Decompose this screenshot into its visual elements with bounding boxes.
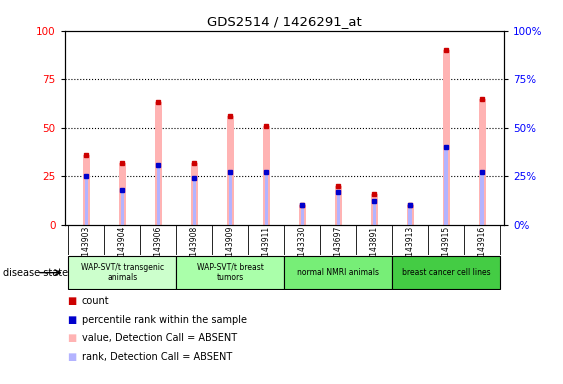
Text: percentile rank within the sample: percentile rank within the sample [82, 315, 247, 325]
Text: GSM143916: GSM143916 [478, 225, 487, 272]
Text: GSM143913: GSM143913 [406, 225, 415, 272]
Bar [479, 99, 485, 225]
Text: ■: ■ [68, 315, 77, 325]
Bar [407, 205, 414, 225]
Bar [299, 205, 306, 225]
Bar [409, 205, 412, 225]
Text: GSM143904: GSM143904 [118, 225, 127, 272]
Text: ■: ■ [68, 333, 77, 343]
Text: disease state: disease state [3, 268, 68, 278]
Text: GSM143891: GSM143891 [370, 225, 379, 272]
Text: GSM143909: GSM143909 [226, 225, 235, 272]
Text: GSM143330: GSM143330 [298, 225, 307, 272]
Text: GSM143697: GSM143697 [334, 225, 343, 272]
Text: normal NMRI animals: normal NMRI animals [297, 268, 379, 277]
Text: GSM143915: GSM143915 [442, 225, 451, 272]
Bar [155, 103, 162, 225]
Bar [120, 190, 124, 225]
FancyBboxPatch shape [68, 256, 176, 289]
Text: breast cancer cell lines: breast cancer cell lines [402, 268, 490, 277]
FancyBboxPatch shape [284, 256, 392, 289]
Text: GSM143903: GSM143903 [82, 225, 91, 272]
Bar [480, 172, 484, 225]
Bar [337, 192, 340, 225]
Text: WAP-SVT/t breast
tumors: WAP-SVT/t breast tumors [197, 263, 263, 282]
Bar [373, 201, 376, 225]
Text: GSM143906: GSM143906 [154, 225, 163, 272]
Bar [265, 172, 268, 225]
Bar [157, 164, 160, 225]
Bar [335, 186, 342, 225]
Bar [443, 50, 449, 225]
Text: WAP-SVT/t transgenic
animals: WAP-SVT/t transgenic animals [81, 263, 164, 282]
Text: rank, Detection Call = ABSENT: rank, Detection Call = ABSENT [82, 352, 232, 362]
Text: ■: ■ [68, 296, 77, 306]
Bar [227, 116, 234, 225]
Bar [445, 147, 448, 225]
Bar [84, 176, 88, 225]
Text: GSM143911: GSM143911 [262, 225, 271, 272]
Bar [193, 178, 196, 225]
Bar [229, 172, 232, 225]
FancyBboxPatch shape [392, 256, 501, 289]
Bar [301, 205, 304, 225]
Bar [191, 162, 198, 225]
Text: GSM143908: GSM143908 [190, 225, 199, 272]
Bar [371, 194, 378, 225]
FancyBboxPatch shape [176, 256, 284, 289]
Text: count: count [82, 296, 109, 306]
Bar [83, 155, 90, 225]
Text: value, Detection Call = ABSENT: value, Detection Call = ABSENT [82, 333, 237, 343]
Text: ■: ■ [68, 352, 77, 362]
Title: GDS2514 / 1426291_at: GDS2514 / 1426291_at [207, 15, 361, 28]
Bar [263, 126, 270, 225]
Bar [119, 162, 126, 225]
